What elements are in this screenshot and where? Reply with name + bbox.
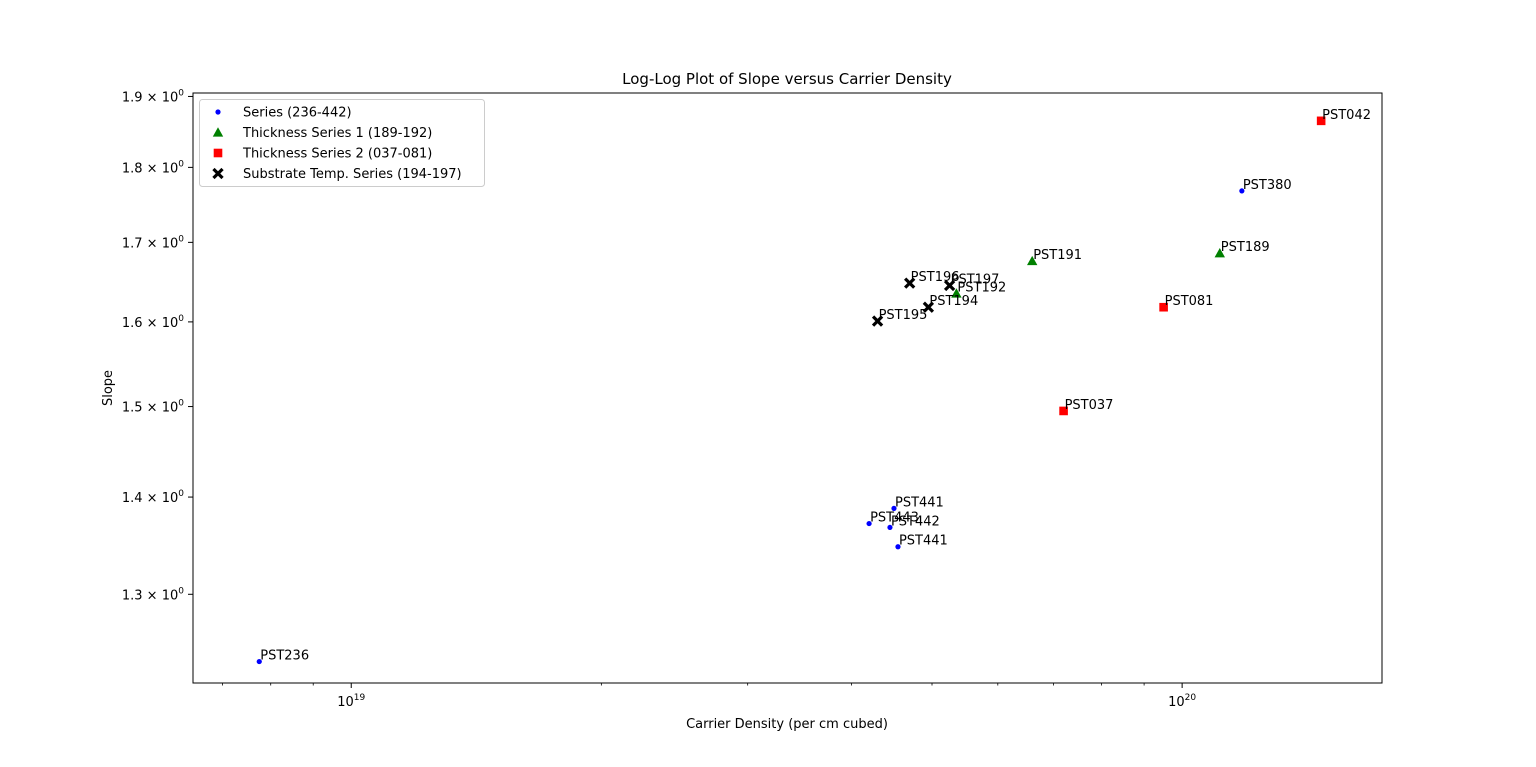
y-tick-label-times: × [143,236,162,251]
point-label: PST191 [1033,248,1082,263]
point-label: PST441 [895,495,944,510]
data-point [895,544,901,550]
y-axis-label: Slope [101,370,116,406]
y-tick-label-times: × [143,491,162,506]
series-group: PST189 PST191 PST192 [951,240,1270,298]
x-marker-stroke [212,167,224,180]
y-tick-label-mantissa: 1.8 [122,161,143,176]
y-tick-label-base: 10 [162,401,179,416]
x-tick-label: 1019 [337,693,365,710]
data-point [871,315,884,327]
data-point [1214,248,1225,258]
y-tick-label-exponent: 0 [178,586,184,596]
y-tick-label-mantissa: 1.4 [122,491,143,506]
data-point [922,301,935,313]
point-label: PST380 [1243,178,1292,193]
point-label: PST037 [1065,398,1114,413]
y-tick-label-exponent: 0 [178,399,184,409]
y-tick-label-base: 10 [162,90,179,105]
x-tick-label-base: 10 [337,695,354,710]
y-tick-label-exponent: 0 [178,234,184,244]
x-marker-stroke [943,279,956,292]
point-label: PST195 [879,308,928,323]
y-tick-label-base: 10 [162,491,179,506]
y-tick-label-mantissa: 1.6 [122,316,143,331]
legend: Series (236-442) Thickness Series 1 (189-… [199,99,485,187]
y-tick-label-exponent: 0 [178,489,184,499]
data-point [1026,255,1038,266]
legend-label: Thickness Series 2 (037-081) [242,147,432,162]
point-label: PST042 [1322,108,1371,123]
legend-marker [212,127,224,137]
point-label: PST189 [1221,240,1270,255]
data-point [891,505,897,511]
y-tick-label: 1.4 × 100 [122,489,184,506]
data-point [1059,406,1068,416]
x-tick-label-exponent: 19 [354,693,366,703]
point-label: PST441 [899,534,948,549]
x-tick-label-base: 10 [1168,695,1185,710]
data-point [256,658,262,665]
y-tick-label-base: 10 [162,588,179,603]
legend-label: Thickness Series 1 (189-192) [242,126,432,141]
point-label: PST194 [929,294,978,309]
axes-frame [192,92,1383,684]
chart-title: Log-Log Plot of Slope versus Carrier Den… [622,70,952,88]
data-point [904,277,916,289]
legend-box [199,99,485,187]
y-tick-label-base: 10 [162,236,179,251]
y-tick-label-times: × [143,401,162,416]
y-tick-label-mantissa: 1.3 [122,588,143,603]
point-label: PST192 [957,281,1006,296]
plot-marks: PST236PST441PST443PST442PST441PST380PST1… [256,108,1371,665]
x-axis: 1019 1020 [222,683,1196,710]
point-label: PST443 [870,511,919,526]
legend-marker [215,109,221,115]
data-point [1159,302,1168,312]
point-label: PST442 [891,514,940,529]
data-point [866,520,872,527]
y-tick-label: 1.5 × 100 [122,399,184,416]
y-tick-label: 1.6 × 100 [122,314,184,331]
y-tick-label-exponent: 0 [178,314,184,324]
point-label: PST236 [260,649,309,664]
x-marker-stroke [922,301,935,313]
y-tick-label-mantissa: 1.5 [122,401,143,416]
y-tick-label-base: 10 [162,316,179,331]
y-tick-label: 1.3 × 100 [122,586,184,603]
data-point [1239,188,1245,194]
legend-marker [212,167,224,180]
series-group: PST042 PST081 PST037 [1059,108,1371,416]
legend-label: Series (236-442) [243,106,352,121]
x-tick-label-exponent: 20 [1185,693,1197,703]
data-point [943,279,956,292]
y-tick-label: 1.8 × 100 [122,159,184,176]
y-tick-label-exponent: 0 [178,88,184,98]
x-marker-stroke [904,277,916,289]
data-point [1316,116,1326,126]
y-tick-label-mantissa: 1.7 [122,236,143,251]
point-label: PST081 [1165,294,1214,309]
y-tick-label-exponent: 0 [178,159,184,169]
y-tick-label-times: × [143,161,162,176]
point-label: PST197 [951,273,1000,288]
y-tick-label-times: × [143,588,162,603]
y-tick-label-base: 10 [162,161,179,176]
y-tick-label-times: × [143,316,162,331]
x-marker-stroke [871,315,884,327]
data-point [951,288,962,298]
y-tick-label-times: × [143,90,162,105]
y-tick-label: 1.7 × 100 [122,234,184,251]
data-point [887,524,893,531]
legend-marker [213,148,223,158]
x-axis-label: Carrier Density (per cm cubed) [686,717,888,732]
y-tick-label-mantissa: 1.9 [122,90,143,105]
legend-label: Substrate Temp. Series (194-197) [243,167,462,182]
x-tick-label: 1020 [1168,693,1196,710]
y-tick-label: 1.9 × 100 [122,88,184,105]
